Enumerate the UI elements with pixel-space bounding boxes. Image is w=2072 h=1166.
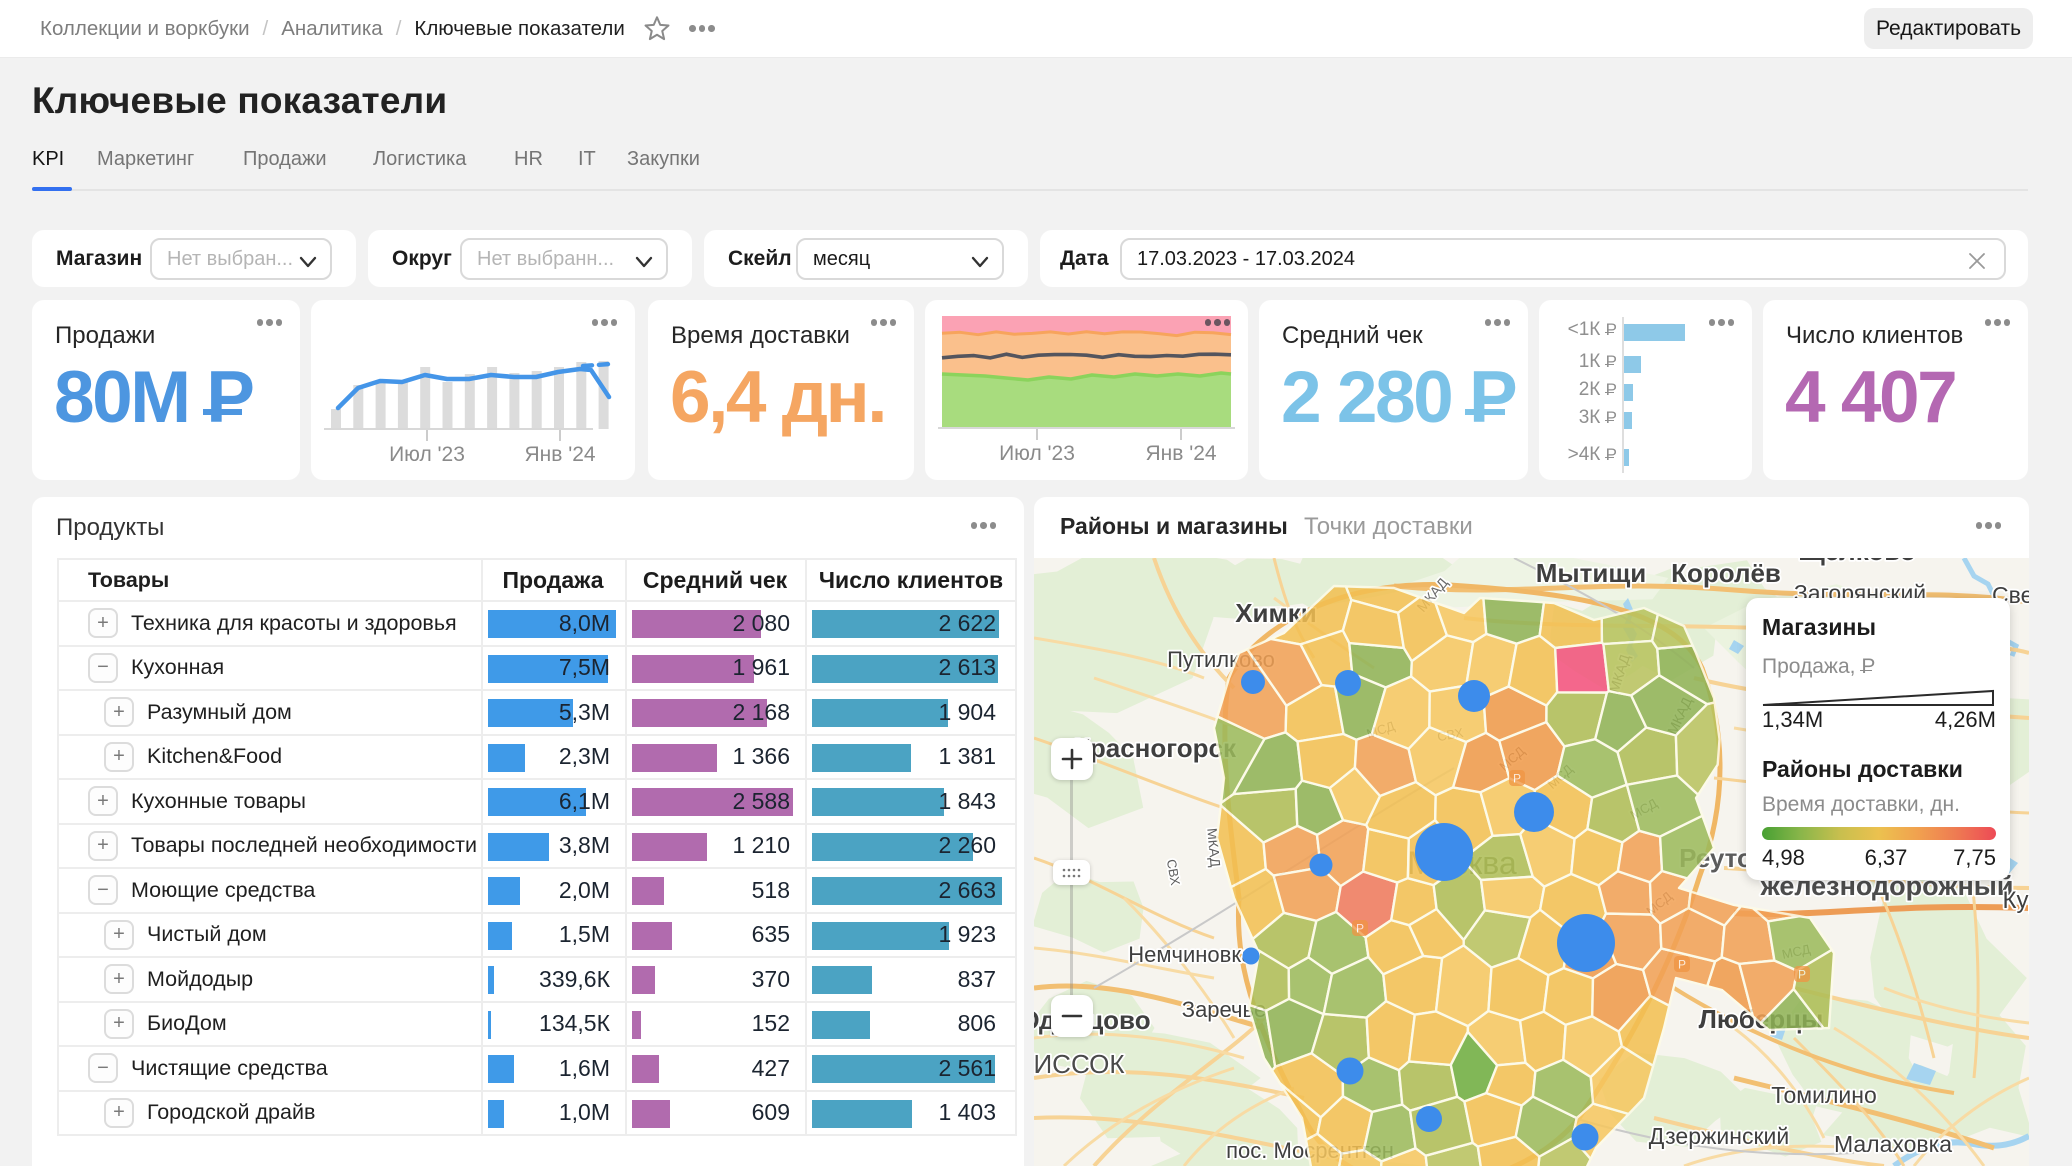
svg-text:Р: Р (1356, 922, 1364, 936)
svg-text:Янв '24: Янв '24 (1145, 442, 1216, 465)
svg-text:Томилино: Томилино (1771, 1082, 1876, 1108)
svg-text:Королёв: Королёв (1671, 558, 1781, 588)
svg-text:Малаховка: Малаховка (1834, 1131, 1952, 1157)
svg-text:Янв '24: Янв '24 (524, 443, 595, 466)
svg-text:ИССОК: ИССОК (1034, 1049, 1125, 1079)
svg-text:Щёлково: Щёлково (1798, 558, 1916, 566)
svg-text:Р: Р (1513, 772, 1521, 786)
svg-text:Немчиновка: Немчиновка (1128, 942, 1254, 967)
svg-text:СВХ: СВХ (1164, 858, 1183, 887)
svg-text:Р: Р (1798, 968, 1806, 982)
svg-text:Дзержинский: Дзержинский (1649, 1123, 1789, 1149)
svg-text:Р: Р (1678, 958, 1686, 972)
svg-text:Июл '23: Июл '23 (389, 443, 465, 466)
svg-text:Мытищи: Мытищи (1536, 558, 1647, 588)
svg-text:Красногорск: Красногорск (1074, 733, 1237, 763)
svg-text:Июл '23: Июл '23 (999, 442, 1075, 465)
svg-text:Кур: Кур (2002, 887, 2029, 914)
